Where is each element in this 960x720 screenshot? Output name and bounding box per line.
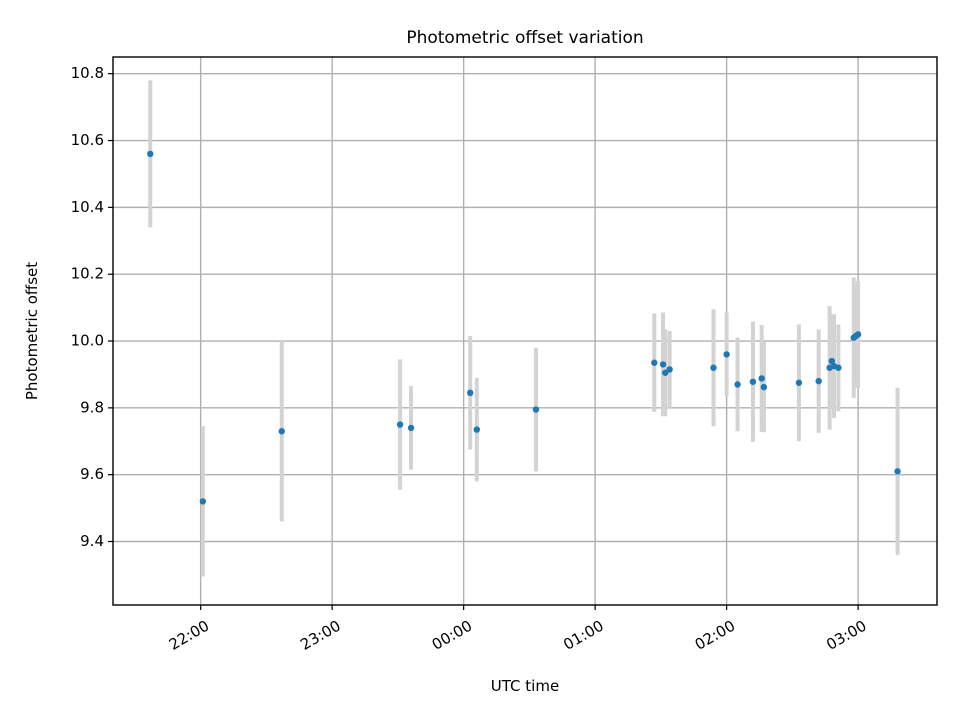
data-point [147, 150, 154, 158]
data-point [710, 364, 717, 371]
data-point [760, 383, 768, 391]
data-point [828, 357, 836, 365]
y-tick-label: 10.8 [71, 64, 104, 82]
data-point [199, 498, 207, 505]
y-axis-label: Photometric offset [23, 262, 41, 400]
data-point [407, 424, 415, 432]
x-tick-label: 00:00 [429, 617, 475, 654]
plot-frame [112, 56, 938, 606]
y-tick-label: 10.0 [71, 332, 104, 350]
data-point [758, 375, 765, 382]
x-tick-label: 02:00 [692, 617, 738, 654]
y-tick-label: 10.2 [71, 265, 104, 283]
data-point [396, 421, 404, 428]
data-point [651, 359, 658, 366]
x-tick-label: 01:00 [560, 617, 606, 654]
data-point [723, 351, 730, 358]
x-axis-label: UTC time [491, 677, 559, 695]
x-tick-labels: 22:00 23:00 00:00 01:00 02:00 03:00 [166, 617, 870, 654]
axis-ticks [108, 73, 859, 610]
data-point [749, 378, 757, 385]
error-bars [148, 80, 900, 577]
data-point [854, 331, 862, 338]
chart-title: Photometric offset variation [406, 28, 643, 48]
y-tick-label: 9.6 [80, 465, 104, 483]
data-point [835, 364, 842, 371]
data-point [795, 379, 803, 386]
y-tick-label: 10.4 [71, 198, 104, 216]
data-point [894, 468, 901, 475]
data-point [532, 406, 540, 413]
data-point [666, 366, 673, 373]
x-tick-label: 03:00 [823, 617, 869, 654]
data-point [278, 428, 285, 435]
y-tick-label: 9.8 [80, 398, 104, 416]
x-tick-label: 23:00 [297, 617, 343, 654]
grid-lines [113, 57, 937, 605]
data-points [147, 150, 901, 505]
data-point [662, 369, 669, 376]
x-tick-label: 22:00 [166, 617, 212, 654]
data-point [659, 361, 667, 368]
data-point [734, 381, 741, 388]
y-tick-label: 10.6 [71, 131, 104, 149]
data-point [473, 426, 480, 433]
data-point [467, 389, 474, 397]
data-point [815, 377, 822, 385]
y-tick-label: 9.4 [80, 532, 104, 550]
y-tick-labels: 9.4 9.6 9.8 10.0 10.2 10.4 10.6 10.8 [71, 64, 104, 550]
